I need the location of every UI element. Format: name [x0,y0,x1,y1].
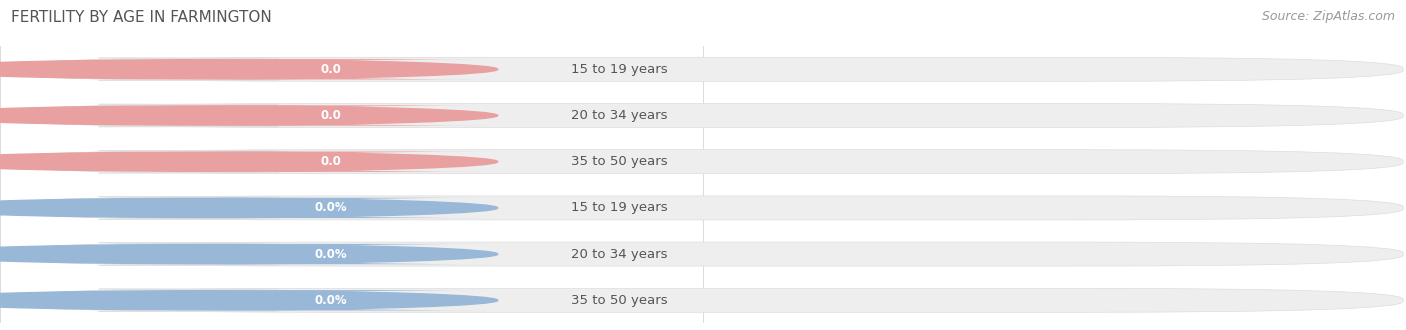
Circle shape [0,291,498,310]
Circle shape [0,106,498,125]
Text: 35 to 50 years: 35 to 50 years [571,155,668,168]
Text: 35 to 50 years: 35 to 50 years [571,294,668,307]
Circle shape [0,152,498,171]
Text: 20 to 34 years: 20 to 34 years [571,248,668,261]
FancyBboxPatch shape [4,150,373,173]
Text: FERTILITY BY AGE IN FARMINGTON: FERTILITY BY AGE IN FARMINGTON [11,10,271,25]
Circle shape [0,245,498,264]
FancyBboxPatch shape [3,288,1403,312]
FancyBboxPatch shape [169,59,494,80]
FancyBboxPatch shape [169,198,494,218]
Text: 0.0%: 0.0% [315,294,347,307]
FancyBboxPatch shape [4,289,373,312]
Circle shape [0,60,498,79]
FancyBboxPatch shape [4,243,373,265]
FancyBboxPatch shape [4,104,373,127]
Text: 0.0: 0.0 [321,155,342,168]
FancyBboxPatch shape [169,105,494,126]
Text: 0.0%: 0.0% [315,201,347,214]
FancyBboxPatch shape [169,244,494,264]
Text: 15 to 19 years: 15 to 19 years [571,201,668,214]
FancyBboxPatch shape [3,242,1403,266]
FancyBboxPatch shape [169,290,494,311]
FancyBboxPatch shape [3,57,1403,81]
FancyBboxPatch shape [3,196,1403,220]
FancyBboxPatch shape [3,104,1403,127]
FancyBboxPatch shape [4,197,373,219]
FancyBboxPatch shape [169,151,494,172]
Text: 0.0: 0.0 [321,63,342,76]
Text: 0.0: 0.0 [321,109,342,122]
Text: 20 to 34 years: 20 to 34 years [571,109,668,122]
Circle shape [0,198,498,217]
Text: 15 to 19 years: 15 to 19 years [571,63,668,76]
FancyBboxPatch shape [3,150,1403,174]
Text: Source: ZipAtlas.com: Source: ZipAtlas.com [1261,10,1395,23]
FancyBboxPatch shape [4,58,373,81]
Text: 0.0%: 0.0% [315,248,347,261]
